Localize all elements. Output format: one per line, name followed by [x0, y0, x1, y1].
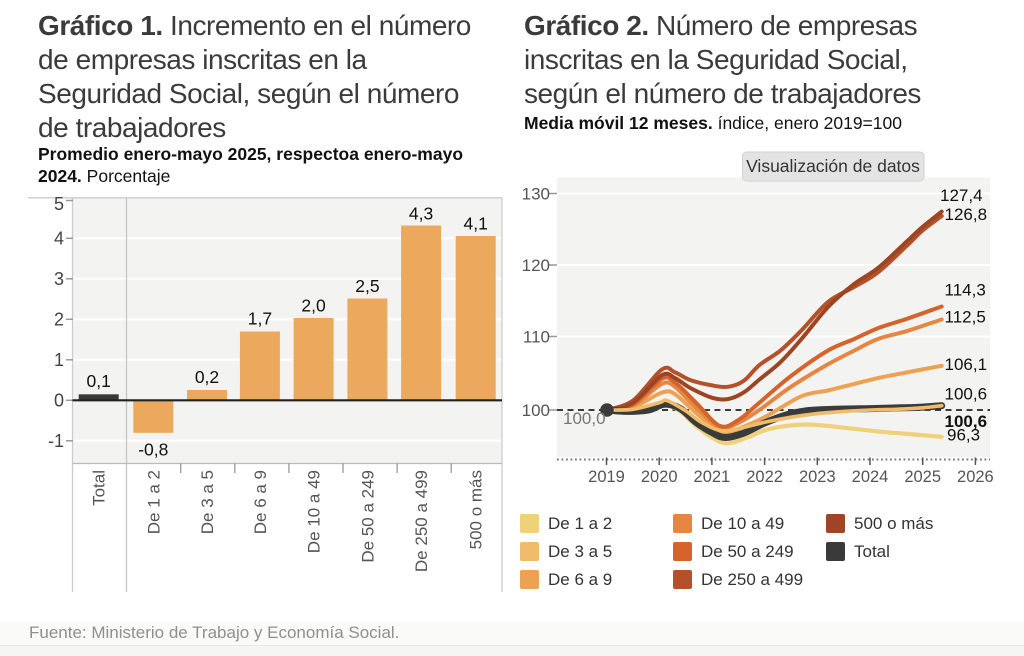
svg-text:0,2: 0,2 — [195, 367, 219, 387]
svg-text:2024: 2024 — [852, 468, 889, 486]
svg-text:De 3 a 5: De 3 a 5 — [198, 470, 217, 534]
svg-text:2019: 2019 — [588, 468, 625, 486]
svg-text:100,6: 100,6 — [945, 385, 988, 404]
svg-text:1: 1 — [54, 350, 64, 370]
svg-text:2020: 2020 — [641, 468, 678, 486]
svg-text:2: 2 — [54, 310, 64, 330]
svg-text:1,7: 1,7 — [248, 309, 272, 329]
svg-text:De 1 a 2: De 1 a 2 — [144, 470, 163, 534]
svg-text:4: 4 — [54, 229, 64, 249]
svg-text:96,3: 96,3 — [947, 426, 980, 445]
svg-text:4,3: 4,3 — [409, 204, 433, 224]
svg-text:100: 100 — [522, 401, 550, 420]
svg-text:114,3: 114,3 — [945, 281, 986, 300]
svg-text:2,5: 2,5 — [355, 276, 379, 296]
svg-text:2025: 2025 — [904, 468, 941, 486]
svg-text:110: 110 — [523, 328, 550, 347]
svg-text:3: 3 — [54, 269, 64, 289]
svg-text:-0,8: -0,8 — [138, 440, 168, 460]
svg-text:2022: 2022 — [746, 468, 783, 486]
svg-text:De 10 a 49: De 10 a 49 — [305, 470, 324, 553]
svg-text:126,8: 126,8 — [945, 205, 988, 224]
svg-text:-1: -1 — [48, 431, 64, 451]
svg-text:De 50 a 249: De 50 a 249 — [358, 470, 377, 563]
svg-text:100,0: 100,0 — [563, 409, 606, 428]
svg-text:500 o más: 500 o más — [467, 470, 486, 549]
svg-text:112,5: 112,5 — [945, 308, 986, 327]
svg-text:4,1: 4,1 — [464, 214, 488, 234]
svg-text:2,0: 2,0 — [301, 296, 326, 316]
svg-text:2026: 2026 — [957, 468, 994, 486]
svg-text:5: 5 — [54, 194, 64, 214]
svg-text:De 250 a 499: De 250 a 499 — [412, 470, 431, 572]
svg-text:127,4: 127,4 — [940, 186, 983, 205]
svg-text:106,1: 106,1 — [945, 355, 988, 374]
svg-text:2023: 2023 — [799, 468, 836, 486]
svg-text:100,6: 100,6 — [945, 412, 988, 431]
svg-text:2021: 2021 — [694, 468, 731, 486]
svg-text:Total: Total — [90, 470, 109, 506]
svg-text:0: 0 — [54, 391, 64, 411]
svg-text:0,1: 0,1 — [87, 371, 111, 391]
svg-text:120: 120 — [522, 256, 550, 275]
svg-text:Visualización de datos: Visualización de datos — [746, 156, 920, 176]
svg-text:130: 130 — [522, 185, 550, 204]
svg-text:De 6 a 9: De 6 a 9 — [251, 470, 270, 534]
